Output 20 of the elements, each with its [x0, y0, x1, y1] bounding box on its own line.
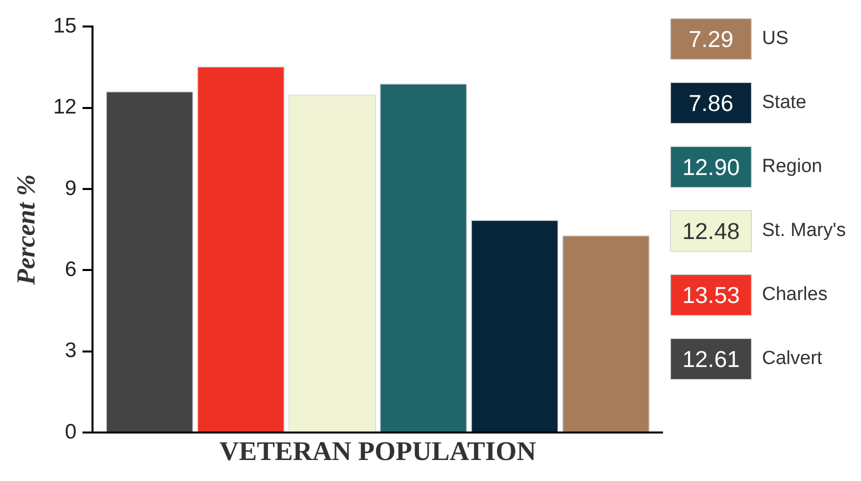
- legend-label: Calvert: [762, 348, 822, 370]
- y-axis-title: Percent %: [11, 174, 40, 286]
- legend-label: State: [762, 92, 806, 114]
- y-tick-label: 12: [53, 96, 77, 119]
- y-tick-label: 3: [64, 339, 77, 362]
- legend-label: Region: [762, 156, 822, 178]
- text: 13.53: [670, 274, 752, 316]
- text: 12.90: [670, 146, 752, 188]
- text: 7.86: [670, 82, 752, 124]
- y-tick-label: 0: [64, 420, 77, 444]
- legend-label: Charles: [762, 284, 828, 306]
- y-tick-label: 6: [64, 258, 77, 281]
- y-tick-label: 15: [53, 14, 77, 38]
- legend-label: St. Mary's: [762, 220, 846, 242]
- legend-label: US: [762, 28, 788, 50]
- y-tick-label: 9: [64, 176, 77, 200]
- text: 7.29: [670, 18, 752, 60]
- x-axis-title: VETERAN POPULATION: [219, 436, 537, 466]
- text: 12.48: [670, 210, 752, 252]
- text: 12.61: [670, 338, 752, 380]
